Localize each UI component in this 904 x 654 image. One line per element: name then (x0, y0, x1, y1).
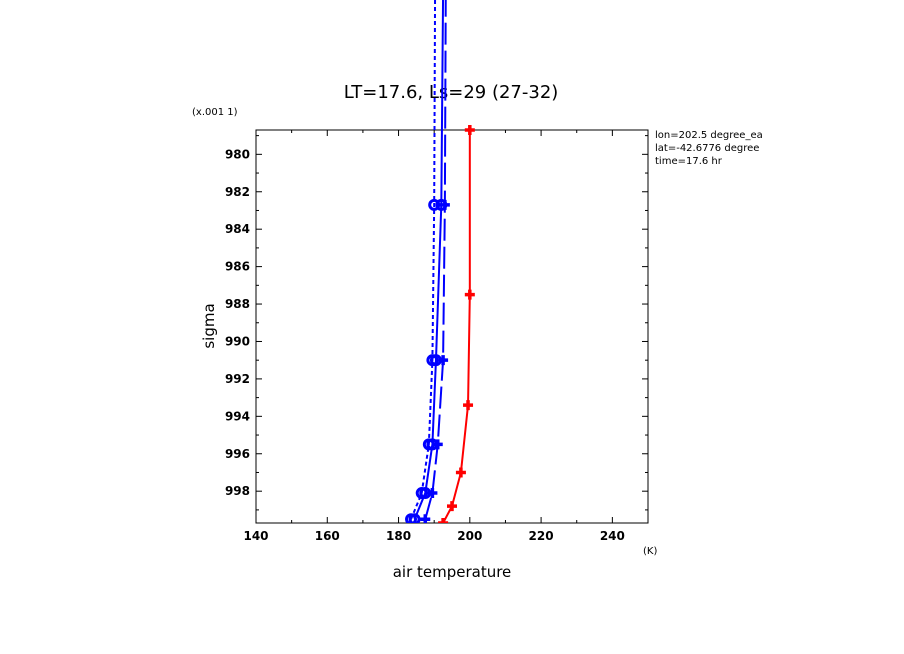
data-point (415, 487, 428, 500)
series-3 (420, 0, 450, 523)
x-unit-label: (K) (643, 546, 657, 557)
data-point (405, 513, 418, 523)
x-tick-label: 220 (529, 529, 554, 543)
y-axis-title: sigma (200, 303, 218, 348)
series-line (442, 130, 471, 523)
y-axis-ticks: 980 982 984 986 988 990 992 994 996 998 (225, 135, 648, 511)
x-tick-label: 160 (315, 529, 340, 543)
data-point (447, 501, 457, 512)
data-point (428, 198, 441, 211)
x-axis-title: air temperature (393, 563, 512, 581)
data-point (439, 199, 450, 210)
y-tick-label: 996 (225, 447, 250, 461)
series-2 (405, 0, 441, 523)
data-point (455, 467, 466, 478)
chart-title: LT=17.6, Ls=29 (27-32) (344, 82, 559, 103)
annotation-lat: lat=-42.6776 degree (655, 143, 759, 154)
x-tick-label: 200 (457, 529, 482, 543)
y-tick-label: 984 (225, 222, 250, 236)
y-tick-label: 988 (225, 297, 250, 311)
data-point (432, 439, 443, 450)
series-layer (405, 0, 475, 523)
x-tick-label: 240 (600, 529, 625, 543)
data-point (420, 514, 431, 523)
y-tick-label: 986 (225, 260, 250, 274)
series-0 (438, 125, 475, 523)
data-point (464, 289, 475, 300)
data-point (463, 400, 474, 411)
series-line (424, 0, 447, 520)
y-scale-note: (x.001 1) (192, 107, 238, 118)
data-point (426, 354, 439, 367)
y-tick-label: 994 (225, 409, 250, 423)
plot-frame (255, 129, 649, 524)
y-tick-label: 980 (225, 147, 250, 161)
y-tick-label: 998 (225, 484, 250, 498)
annotation-lon: lon=202.5 degree_ea (655, 130, 763, 141)
data-point (464, 125, 475, 135)
annotation-time: time=17.6 hr (655, 156, 723, 167)
x-tick-label: 180 (386, 529, 411, 543)
y-tick-label: 982 (225, 185, 250, 199)
y-tick-label: 990 (225, 334, 250, 348)
data-point (438, 355, 449, 366)
y-tick-label: 992 (225, 372, 250, 386)
data-point (438, 518, 449, 523)
data-point (427, 488, 438, 499)
x-tick-label: 140 (243, 529, 268, 543)
